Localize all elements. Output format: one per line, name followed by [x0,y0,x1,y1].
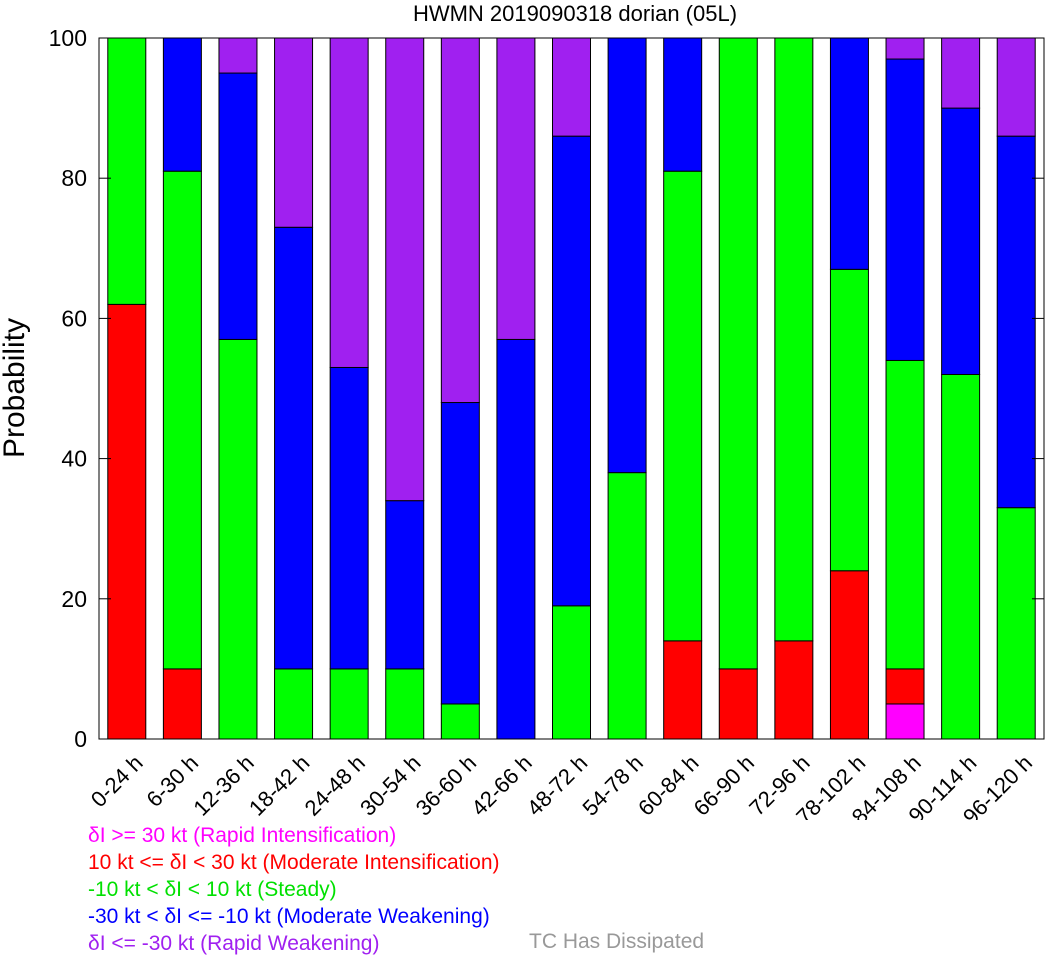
bar-segment-1-1 [162,668,202,740]
bar-segment-1-11 [718,668,758,740]
legend-item-moderate-weakening: -30 kt < δI <= -10 kt (Moderate Weakenin… [88,905,490,928]
bar-segment-2-4 [329,668,369,740]
y-tick-label: 20 [61,586,87,612]
bar-segment-4-4 [329,37,369,368]
bar-segment-2-10 [663,170,703,642]
bar-segment-3-1 [162,37,202,172]
chart-title: HWMN 2019090318 dorian (05L) [413,1,737,26]
y-axis-label: Probability [0,318,31,458]
bar-segment-3-8 [552,135,591,607]
bar-segment-2-16 [996,507,1036,740]
bar-segment-2-15 [941,373,981,740]
bar-segment-4-14 [885,37,925,60]
bar-segment-4-5 [385,37,425,502]
bar-segment-3-4 [329,366,369,670]
bar-segment-1-10 [663,640,703,740]
y-tick-label: 40 [61,446,87,472]
bar-segment-3-9 [607,37,647,474]
y-tick-label: 60 [61,305,87,331]
bar-segment-3-16 [996,135,1036,509]
chart-canvas: HWMN 2019090318 dorian (05L) Probability… [0,1,1045,820]
bar-segment-3-3 [274,226,314,670]
legend-item-moderate-intensification: 10 kt <= δI < 30 kt (Moderate Intensific… [88,851,500,874]
x-tick-label: 12-36 h [188,750,258,820]
bar-segment-0-14 [885,703,925,740]
bars-layer [107,37,1036,740]
bar-segment-3-15 [941,107,981,375]
bar-segment-4-16 [996,37,1036,137]
bar-segment-2-13 [829,268,869,572]
legend: δI >= 30 kt (Rapid Intensification) 10 k… [88,822,500,957]
legend-item-rapid-intensification: δI >= 30 kt (Rapid Intensification) [88,824,397,847]
legend-item-rapid-weakening: δI <= -30 kt (Rapid Weakening) [88,932,380,955]
bar-segment-1-14 [885,668,925,705]
bar-segment-1-0 [107,303,147,740]
bar-segment-2-12 [774,37,814,642]
bar-segment-4-8 [552,37,591,137]
bar-segment-4-2 [218,37,258,74]
bar-segment-2-1 [162,170,202,670]
y-tick-label: 0 [74,726,87,752]
bar-segment-3-13 [829,37,869,270]
x-tick-label: 30-54 h [355,750,425,820]
x-tick-label: 42-66 h [466,750,536,820]
x-tick-label: 66-90 h [689,750,759,820]
legend-item-dissipated: TC Has Dissipated [529,930,705,953]
bar-segment-2-8 [552,605,591,740]
x-tick-label: 36-60 h [411,750,481,820]
bar-segment-2-9 [607,472,647,740]
legend-item-steady: -10 kt < δI < 10 kt (Steady) [88,878,337,901]
bar-segment-3-6 [440,402,480,705]
bar-segment-3-14 [885,58,925,361]
bar-segment-3-5 [385,500,425,670]
bar-segment-2-0 [107,37,147,305]
bar-segment-4-3 [274,37,314,228]
y-tick-label: 100 [49,25,87,51]
bar-segment-4-6 [440,37,480,404]
x-tick-label: 18-42 h [244,750,314,820]
bar-segment-2-3 [274,668,314,740]
bar-segment-3-2 [218,72,258,340]
bar-segment-2-6 [440,703,480,740]
bar-segment-1-13 [829,570,869,740]
bar-segment-2-5 [385,668,425,740]
bar-segment-2-2 [218,338,258,740]
bar-segment-2-11 [718,37,758,670]
bar-segment-4-15 [941,37,981,109]
bar-segment-4-7 [496,37,536,340]
x-tick-label: 0-24 h [86,750,148,812]
bar-segment-3-10 [663,37,703,172]
bar-segment-1-12 [774,640,814,740]
x-tick-label: 24-48 h [300,750,370,820]
bar-segment-3-7 [496,338,536,740]
x-tick-label: 48-72 h [522,750,592,820]
y-tick-label: 80 [61,165,87,191]
bar-segment-2-14 [885,359,925,670]
x-tick-label: 60-84 h [633,750,703,820]
plot-frame [98,37,1045,740]
x-tick-label: 54-78 h [577,750,647,820]
